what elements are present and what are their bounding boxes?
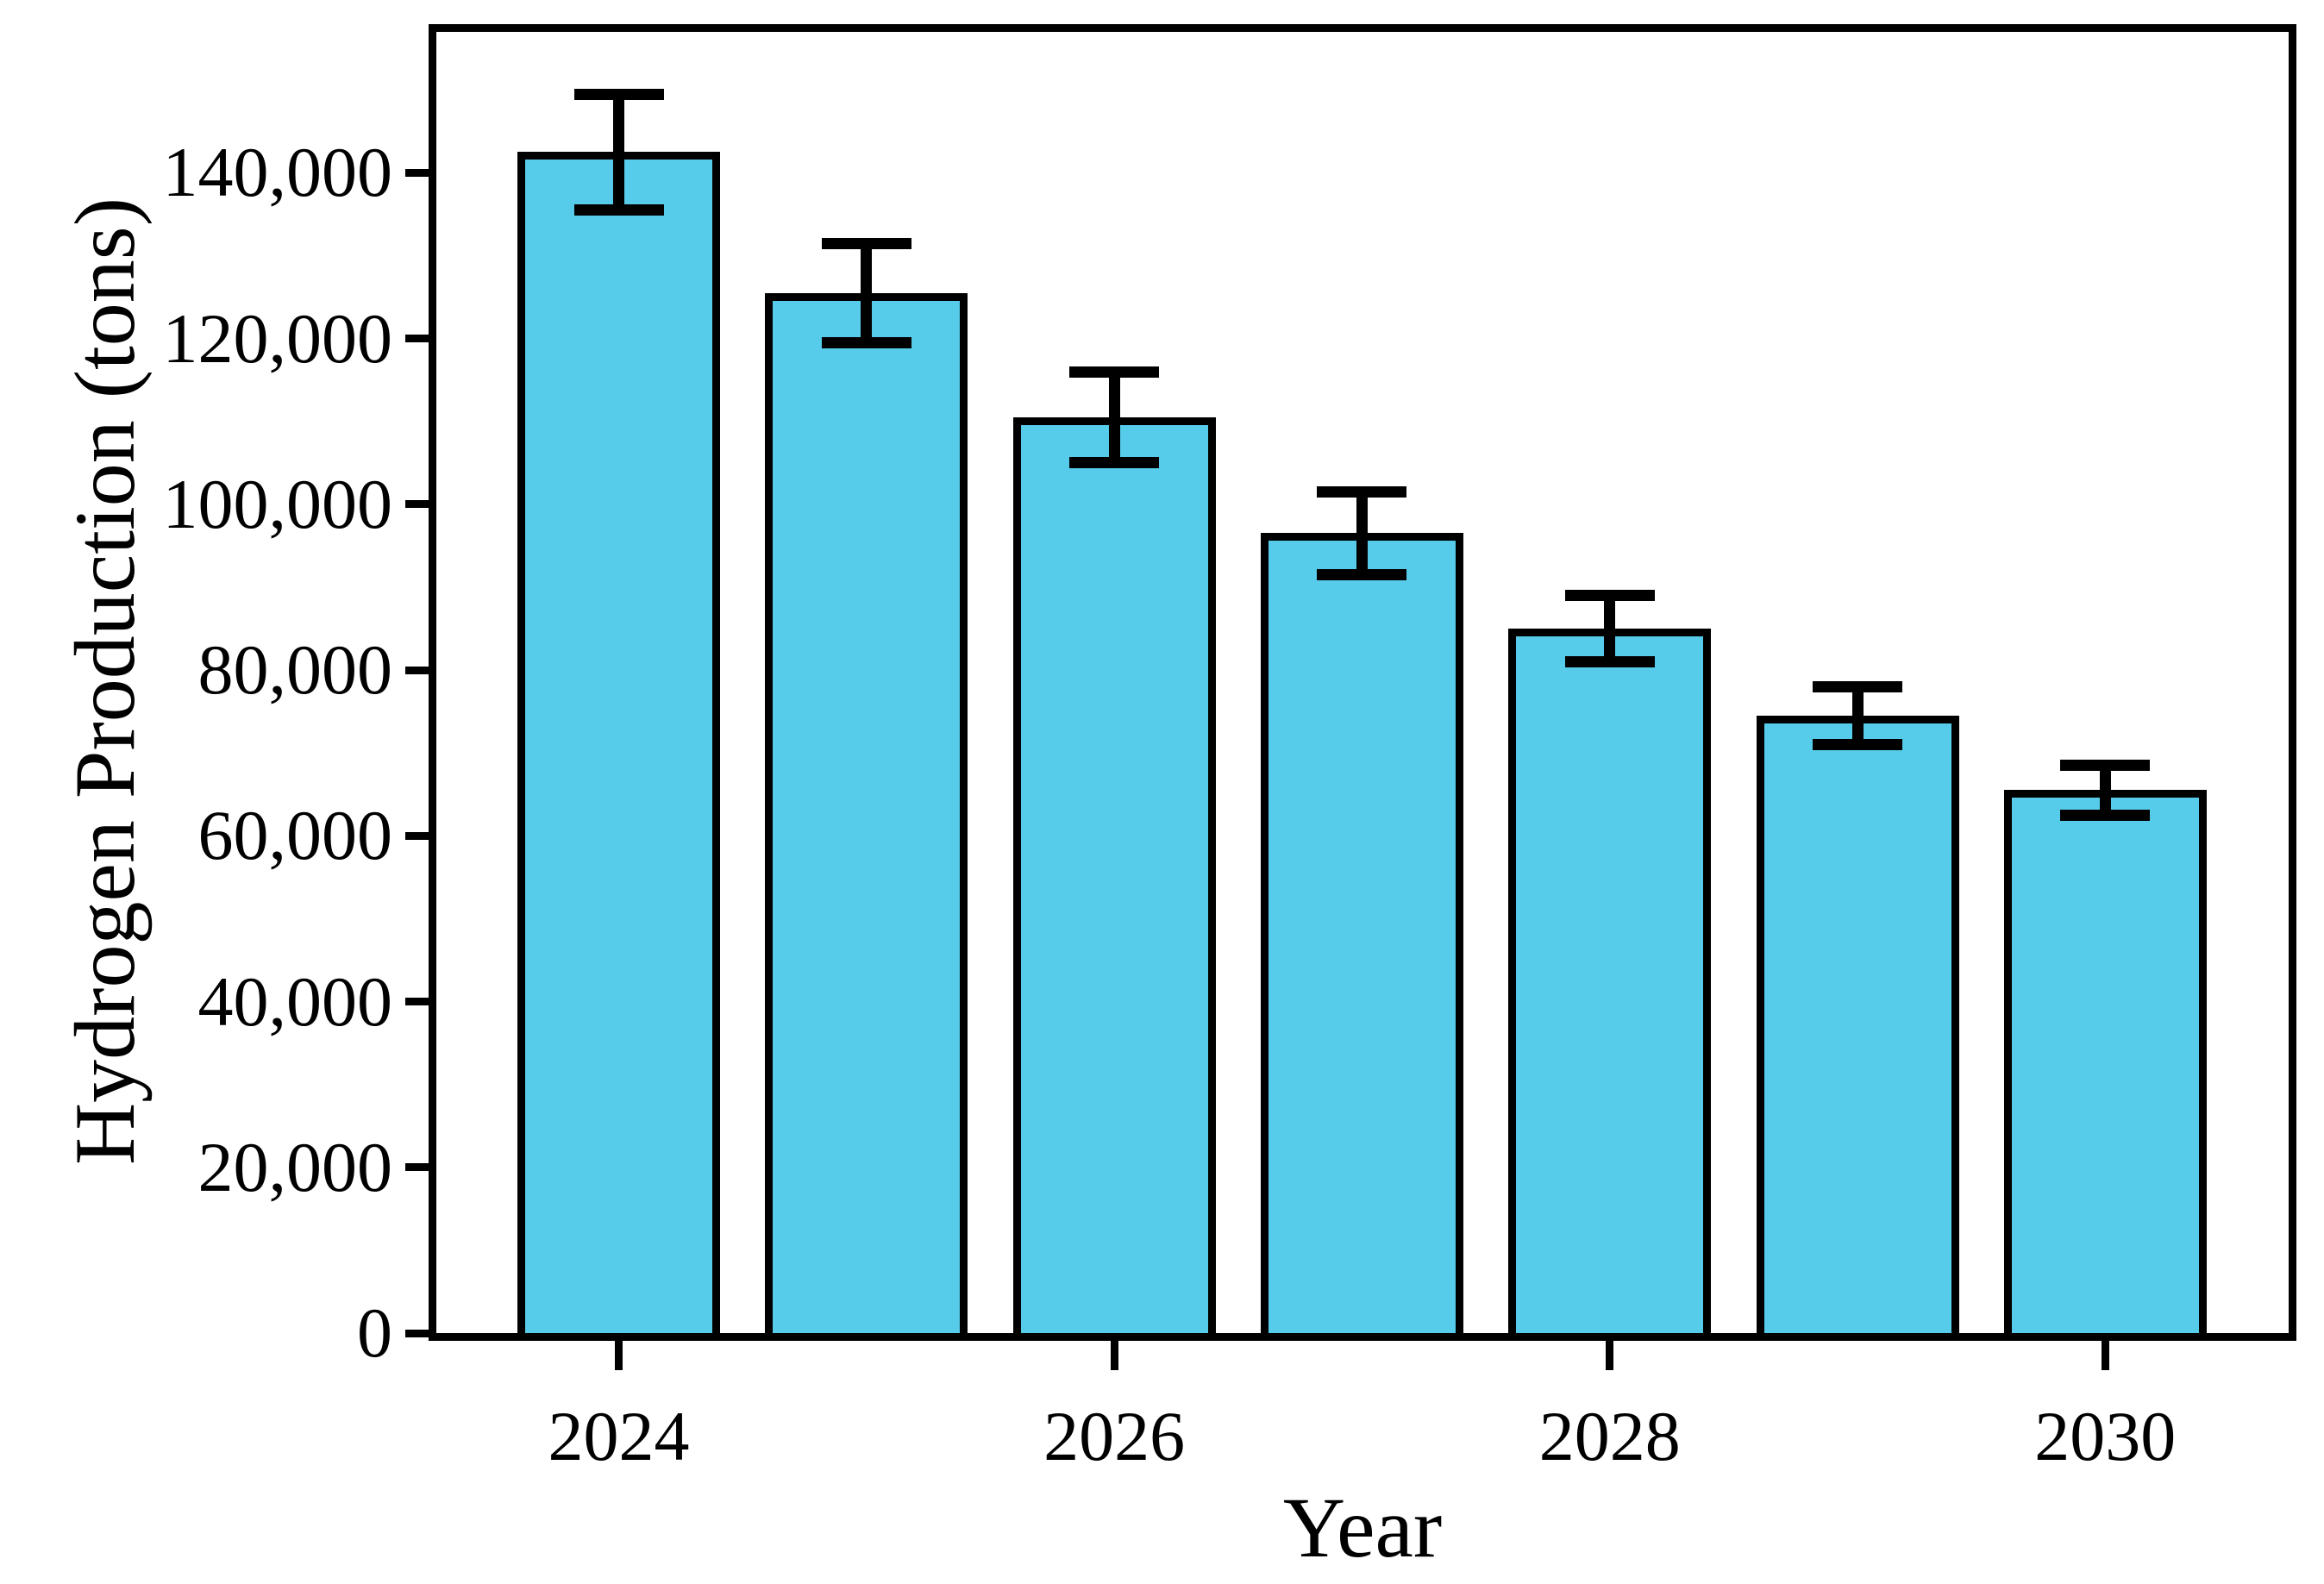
x-tick-label-2028: 2028 bbox=[1538, 1397, 1681, 1475]
error-cap-top-2026 bbox=[1069, 366, 1160, 378]
y-tick-label-20000: 20,000 bbox=[197, 1127, 393, 1206]
y-tick-40000 bbox=[405, 998, 429, 1006]
error-bar-2024 bbox=[613, 94, 624, 210]
x-tick-label-2030: 2030 bbox=[2034, 1397, 2177, 1475]
error-bar-2030 bbox=[2099, 765, 2111, 816]
y-tick-label-60000: 60,000 bbox=[197, 796, 393, 875]
error-cap-bottom-2030 bbox=[2060, 809, 2151, 821]
error-bar-2027 bbox=[1356, 491, 1368, 575]
error-cap-top-2025 bbox=[821, 237, 911, 249]
y-axis-title: Hydrogen Production (tons) bbox=[57, 197, 153, 1166]
error-cap-bottom-2025 bbox=[821, 336, 911, 348]
error-bar-2029 bbox=[1851, 686, 1864, 745]
error-bar-2028 bbox=[1604, 595, 1616, 662]
error-cap-top-2024 bbox=[573, 88, 664, 100]
y-tick-20000 bbox=[405, 1163, 429, 1172]
y-tick-label-0: 0 bbox=[357, 1293, 392, 1372]
y-tick-label-80000: 80,000 bbox=[197, 630, 393, 710]
bar-2028 bbox=[1508, 629, 1712, 1333]
x-tick-2030 bbox=[2101, 1341, 2109, 1370]
x-tick-label-2024: 2024 bbox=[548, 1397, 690, 1475]
x-axis-title: Year bbox=[1282, 1480, 1443, 1575]
x-tick-2026 bbox=[1110, 1341, 1118, 1370]
y-tick-label-40000: 40,000 bbox=[197, 961, 393, 1041]
y-tick-label-140000: 140,000 bbox=[162, 133, 393, 212]
y-tick-100000 bbox=[405, 500, 429, 509]
y-tick-60000 bbox=[405, 831, 429, 840]
error-bar-2026 bbox=[1108, 372, 1120, 463]
error-cap-top-2030 bbox=[2060, 760, 2151, 772]
bar-2027 bbox=[1260, 533, 1463, 1333]
error-cap-bottom-2026 bbox=[1069, 457, 1160, 469]
error-cap-bottom-2029 bbox=[1813, 739, 1902, 751]
bar-2025 bbox=[765, 293, 968, 1333]
bar-2030 bbox=[2003, 790, 2207, 1333]
error-cap-top-2027 bbox=[1317, 485, 1407, 498]
error-cap-top-2028 bbox=[1564, 590, 1655, 602]
y-tick-0 bbox=[405, 1329, 429, 1337]
x-tick-label-2026: 2026 bbox=[1043, 1397, 1186, 1475]
y-tick-120000 bbox=[405, 335, 429, 343]
y-tick-label-120000: 120,000 bbox=[162, 298, 393, 378]
x-tick-2024 bbox=[615, 1341, 623, 1370]
y-tick-label-100000: 100,000 bbox=[162, 464, 393, 543]
y-tick-140000 bbox=[405, 168, 429, 177]
bar-2026 bbox=[1012, 417, 1216, 1333]
error-cap-bottom-2027 bbox=[1317, 569, 1407, 581]
x-tick-2028 bbox=[1606, 1341, 1614, 1370]
y-tick-80000 bbox=[405, 666, 429, 674]
plot-area bbox=[436, 32, 2289, 1333]
error-cap-bottom-2028 bbox=[1564, 655, 1655, 667]
bar-2024 bbox=[517, 152, 720, 1333]
error-cap-top-2029 bbox=[1813, 680, 1902, 692]
error-cap-bottom-2024 bbox=[573, 204, 664, 216]
bar-2029 bbox=[1756, 716, 1959, 1333]
error-bar-2025 bbox=[861, 243, 873, 343]
